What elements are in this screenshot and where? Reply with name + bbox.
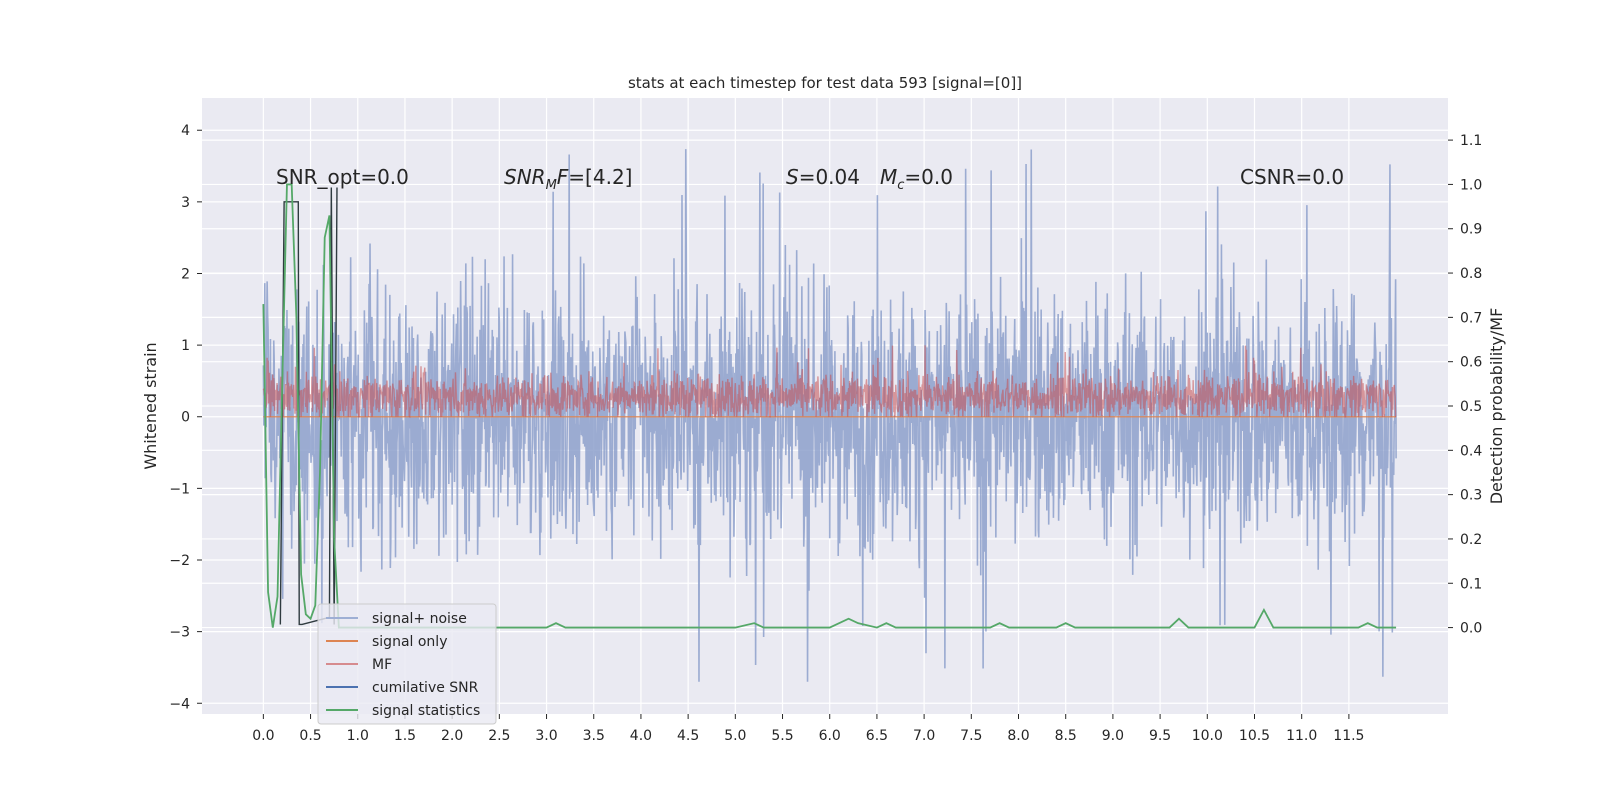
y-right-tick-label: 0.1: [1460, 576, 1482, 592]
legend-label: signal statistics: [372, 703, 480, 719]
legend-label: MF: [372, 657, 392, 673]
x-tick-label: 9.5: [1149, 728, 1171, 744]
y-right-tick-label: 0.0: [1460, 621, 1482, 637]
x-tick-label: 8.0: [1007, 728, 1029, 744]
y-right-tick-label: 1.0: [1460, 177, 1482, 193]
y-right-tick-label: 0.6: [1460, 355, 1482, 371]
y-axis-left: 4 3 2 1 0 −1 −2 −3 −4: [169, 123, 202, 712]
chart-title: stats at each timestep for test data 593…: [628, 74, 1022, 92]
annotations: SNR_opt=0.0 SNRMF=[4.2] S=0.04 Mc=0.0 CSNR=0…: [276, 165, 1344, 193]
y-tick-label: −2: [169, 553, 190, 569]
x-tick-label: 0.0: [252, 728, 274, 744]
series-signal-statistics: [262, 183, 1397, 629]
annotation-s-mc-m: Mc=0.0: [880, 165, 953, 193]
y-right-tick-label: 0.9: [1460, 222, 1482, 238]
x-tick-label: 7.0: [913, 728, 935, 744]
x-tick-label: 2.5: [488, 728, 510, 744]
y-right-tick-label: 0.3: [1460, 488, 1482, 504]
annotation-s-mc-s: S=0.04: [786, 165, 860, 189]
y-right-tick-label: 0.8: [1460, 266, 1482, 282]
legend: signal+ noise signal only MF cumilative SNR…: [317, 603, 497, 725]
x-tick-label: 6.0: [819, 728, 841, 744]
y-right-tick-label: 1.1: [1460, 133, 1482, 149]
y-tick-label: −1: [169, 481, 190, 497]
y-axis-label-right: Detection probability/MF: [1487, 308, 1506, 505]
y-tick-label: 4: [181, 123, 190, 139]
x-tick-label: 2.0: [441, 728, 463, 744]
x-tick-label: 5.5: [771, 728, 793, 744]
y-axis-label: Whitened strain: [141, 342, 160, 469]
x-tick-label: 1.0: [347, 728, 369, 744]
series-mf: [262, 345, 1397, 419]
annotation-snr-opt: SNR_opt=0.0: [276, 165, 409, 189]
y-right-tick-label: 0.5: [1460, 399, 1482, 415]
series-signal-noise: [262, 149, 1397, 682]
x-tick-label: 5.0: [724, 728, 746, 744]
y-tick-label: 1: [181, 338, 190, 354]
series-layer: [262, 149, 1397, 682]
x-tick-label: 4.0: [630, 728, 652, 744]
y-tick-label: −4: [169, 696, 190, 712]
annotation-snr-mf: SNRMF=[4.2]: [504, 165, 632, 193]
x-tick-label: 10.0: [1192, 728, 1223, 744]
y-right-tick-label: 0.4: [1460, 443, 1482, 459]
x-tick-label: 11.0: [1286, 728, 1317, 744]
annotation-csnr: CSNR=0.0: [1240, 165, 1344, 189]
y-tick-label: 0: [181, 410, 190, 426]
x-tick-label: 1.5: [394, 728, 416, 744]
x-tick-label: 8.5: [1055, 728, 1077, 744]
y-axis-right: 1.1 1.0 0.9 0.8 0.7 0.6 0.5 0.4 0.3 0.2 0.1 0.0: [1448, 133, 1482, 637]
x-tick-label: 4.5: [677, 728, 699, 744]
x-tick-label: 3.5: [583, 728, 605, 744]
legend-label: cumilative SNR: [372, 680, 479, 696]
x-tick-label: 6.5: [866, 728, 888, 744]
x-tick-label: 10.5: [1239, 728, 1270, 744]
x-tick-label: 7.5: [960, 728, 982, 744]
y-right-tick-label: 0.7: [1460, 310, 1482, 326]
legend-label: signal only: [372, 634, 447, 650]
y-right-tick-label: 0.2: [1460, 532, 1482, 548]
y-tick-label: 2: [181, 266, 190, 282]
legend-box: [317, 603, 497, 725]
y-tick-label: 3: [181, 195, 190, 211]
x-axis: 0.0 0.5 1.0 1.5 2.0 2.5 3.0 3.5 4.0 4.5 5.0 5.5 6.0 6…: [252, 714, 1364, 744]
x-tick-label: 0.5: [299, 728, 321, 744]
x-tick-label: 11.5: [1333, 728, 1364, 744]
y-tick-label: −3: [169, 625, 190, 641]
legend-label: signal+ noise: [372, 611, 467, 627]
x-tick-label: 3.0: [535, 728, 557, 744]
x-tick-label: 9.0: [1102, 728, 1124, 744]
